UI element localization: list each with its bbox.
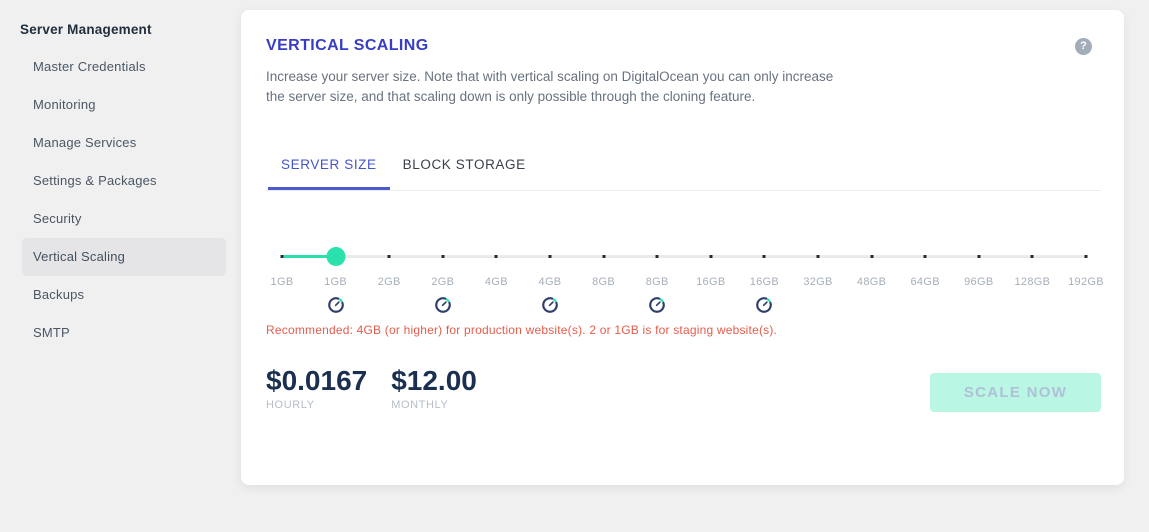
slider-tick [602, 255, 606, 258]
sidebar-item-backups[interactable]: Backups [33, 287, 85, 302]
tab-divider [266, 190, 1101, 191]
slider-tick [655, 255, 659, 258]
vertical-scaling-card: VERTICAL SCALING ? Increase your server … [241, 10, 1124, 485]
slider-size-label: 64GB [910, 276, 940, 288]
slider-tick [280, 255, 284, 258]
recommendation-text: Recommended: 4GB (or higher) for product… [266, 323, 778, 337]
slider-size-label: 2GB [431, 276, 455, 288]
sidebar-item-monitoring[interactable]: Monitoring [33, 97, 96, 112]
slider-tick [1084, 255, 1088, 258]
sidebar-item-vertical-scaling[interactable]: Vertical Scaling [22, 238, 226, 276]
hourly-price: $0.0167 HOURLY [266, 365, 367, 411]
slider-tick [870, 255, 874, 258]
slider-size-label: 8GB [592, 276, 616, 288]
panel-description-line1: Increase your server size. Note that wit… [266, 69, 834, 84]
scale-now-button[interactable]: SCALE NOW [930, 373, 1101, 412]
slider-handle[interactable] [326, 247, 346, 266]
tab-block-storage[interactable]: BLOCK STORAGE [402, 157, 526, 172]
slider-tick [762, 255, 766, 258]
slider-size-label: 2GB [377, 276, 401, 288]
slider-tick [816, 255, 820, 258]
slider-size-label: 48GB [856, 276, 887, 288]
slider-size-label: 1GB [324, 276, 348, 288]
slider-size-label: 192GB [1068, 276, 1104, 288]
slider-tick [1030, 255, 1034, 258]
page-title: VERTICAL SCALING [266, 37, 429, 54]
help-icon[interactable]: ? [1075, 38, 1092, 55]
pricing: $0.0167 HOURLY $12.00 MONTHLY [266, 365, 477, 411]
slider-tick [387, 255, 391, 258]
sidebar-title: Server Management [20, 22, 152, 37]
slider-gauges [282, 296, 1086, 314]
slider-size-label: 16GB [749, 276, 780, 288]
speedometer-icon [434, 296, 452, 314]
panel-description: Increase your server size. Note that wit… [266, 67, 833, 107]
sidebar-item-manage-services[interactable]: Manage Services [33, 135, 137, 150]
panel-description-line2: the server size, and that scaling down i… [266, 89, 756, 104]
hourly-price-label: HOURLY [266, 399, 315, 411]
server-size-slider: 1GB 1GB 2GB 2GB 4GB 4GB 8GB 8GB 16GB 16GB 32GB 48GB… [271, 247, 1104, 335]
tab-bar: SERVER SIZE BLOCK STORAGE [268, 157, 539, 190]
slider-tick [977, 255, 981, 258]
monthly-price-label: MONTHLY [391, 399, 449, 411]
speedometer-icon [648, 296, 666, 314]
slider-track[interactable] [280, 247, 1088, 266]
slider-size-label: 1GB [270, 276, 294, 288]
slider-tick [494, 255, 498, 258]
sidebar: Server Management Master Credentials Moni… [0, 0, 241, 532]
tab-server-size[interactable]: SERVER SIZE [268, 157, 390, 190]
slider-labels: 1GB 1GB 2GB 2GB 4GB 4GB 8GB 8GB 16GB 16GB 32GB 48GB… [271, 276, 1104, 290]
speedometer-icon [327, 296, 345, 314]
monthly-price-value: $12.00 [391, 365, 477, 396]
sidebar-menu: Master Credentials Monitoring Manage Servi… [22, 48, 226, 352]
slider-size-label: 4GB [484, 276, 508, 288]
slider-tick [709, 255, 713, 258]
slider-size-label: 96GB [964, 276, 994, 288]
slider-size-label: 32GB [803, 276, 833, 288]
sidebar-item-master-credentials[interactable]: Master Credentials [33, 59, 146, 74]
slider-track-fill [282, 255, 336, 258]
hourly-price-value: $0.0167 [266, 365, 368, 396]
slider-size-label: 16GB [696, 276, 726, 288]
slider-tick [441, 255, 445, 258]
sidebar-item-security[interactable]: Security [33, 211, 82, 226]
slider-tick [548, 255, 552, 258]
sidebar-item-smtp[interactable]: SMTP [33, 325, 70, 340]
slider-size-label: 4GB [538, 276, 562, 288]
speedometer-icon [541, 296, 559, 314]
slider-tick [923, 255, 927, 258]
slider-size-label: 128GB [1014, 276, 1051, 288]
slider-size-label: 8GB [645, 276, 669, 288]
speedometer-icon [755, 296, 773, 314]
sidebar-item-settings-packages[interactable]: Settings & Packages [33, 173, 157, 188]
monthly-price: $12.00 MONTHLY [391, 365, 477, 411]
